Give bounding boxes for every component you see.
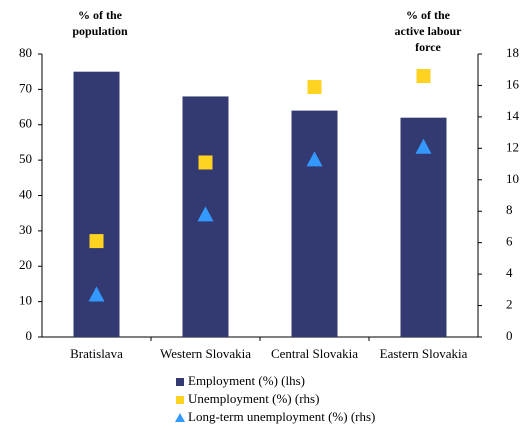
square-marker xyxy=(198,155,213,170)
legend-label: Unemployment (%) (rhs) xyxy=(188,391,319,406)
square-marker xyxy=(307,80,322,95)
y2-tick-label: 4 xyxy=(506,265,513,280)
bar xyxy=(291,110,338,337)
x-tick-label: Central Slovakia xyxy=(271,346,358,361)
y-tick-label: 70 xyxy=(19,80,32,95)
square-marker xyxy=(416,69,431,84)
x-tick-label: Western Slovakia xyxy=(160,346,251,361)
y2-tick-label: 0 xyxy=(506,328,513,343)
y2-tick-label: 8 xyxy=(506,202,513,217)
y2-tick-label: 16 xyxy=(506,76,520,91)
bar xyxy=(400,117,447,337)
legend-label: Employment (%) (lhs) xyxy=(188,373,305,388)
legend-label: Long-term unemployment (%) (rhs) xyxy=(188,409,375,424)
triangle-marker xyxy=(88,286,105,302)
y2-tick-label: 2 xyxy=(506,297,513,312)
square-marker xyxy=(176,396,184,404)
x-tick-label: Bratislava xyxy=(70,346,123,361)
triangle-marker xyxy=(306,151,323,167)
y-axis-title: population xyxy=(72,24,128,38)
y-axis-title: % of the xyxy=(78,8,123,22)
y2-tick-label: 10 xyxy=(506,171,519,186)
triangle-marker xyxy=(197,206,214,222)
y-tick-label: 60 xyxy=(19,116,32,131)
y2-tick-label: 14 xyxy=(506,108,520,123)
y2-tick-label: 6 xyxy=(506,234,513,249)
y-tick-label: 30 xyxy=(19,222,32,237)
square-marker xyxy=(89,234,104,249)
y-tick-label: 50 xyxy=(19,151,32,166)
square-marker xyxy=(176,378,184,386)
triangle-marker xyxy=(175,413,185,422)
y-tick-label: 20 xyxy=(19,257,32,272)
y-tick-label: 0 xyxy=(26,328,33,343)
y2-axis-title: force xyxy=(415,40,441,54)
x-tick-label: Eastern Slovakia xyxy=(380,346,468,361)
y-tick-label: 40 xyxy=(19,186,32,201)
y-tick-label: 10 xyxy=(19,293,32,308)
y2-axis-title: % of the xyxy=(406,8,451,22)
triangle-marker xyxy=(415,138,432,154)
y-tick-label: 80 xyxy=(19,45,32,60)
y2-tick-label: 18 xyxy=(506,45,519,60)
y2-axis-title: active labour xyxy=(395,24,463,38)
y2-tick-label: 12 xyxy=(506,139,519,154)
